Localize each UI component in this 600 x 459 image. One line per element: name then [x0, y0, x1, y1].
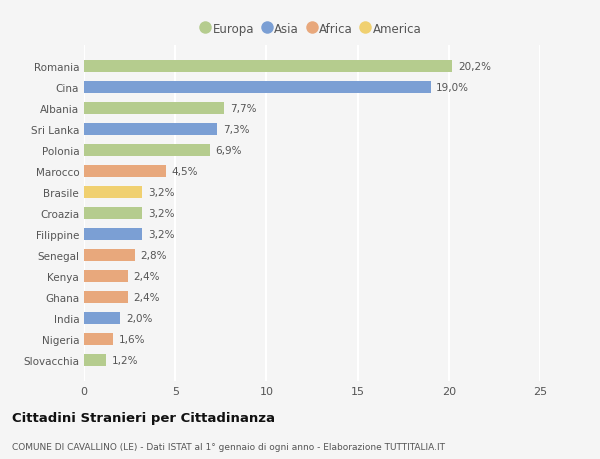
Bar — [84, 145, 210, 157]
Bar — [84, 207, 142, 219]
Bar — [84, 61, 452, 73]
Text: 3,2%: 3,2% — [148, 230, 175, 239]
Text: 7,7%: 7,7% — [230, 104, 256, 114]
Bar — [84, 354, 106, 366]
Text: 2,8%: 2,8% — [140, 250, 167, 260]
Text: 6,9%: 6,9% — [215, 146, 242, 156]
Text: 7,3%: 7,3% — [223, 125, 249, 134]
Bar — [84, 250, 135, 261]
Bar — [84, 103, 224, 114]
Bar — [84, 291, 128, 303]
Text: 2,4%: 2,4% — [133, 292, 160, 302]
Bar — [84, 82, 431, 94]
Bar — [84, 333, 113, 345]
Bar — [84, 166, 166, 177]
Legend: Europa, Asia, Africa, America: Europa, Asia, Africa, America — [197, 18, 427, 41]
Text: 3,2%: 3,2% — [148, 208, 175, 218]
Bar — [84, 270, 128, 282]
Text: Cittadini Stranieri per Cittadinanza: Cittadini Stranieri per Cittadinanza — [12, 412, 275, 425]
Bar — [84, 229, 142, 240]
Text: 1,2%: 1,2% — [112, 355, 138, 365]
Text: 20,2%: 20,2% — [458, 62, 491, 72]
Text: 2,4%: 2,4% — [133, 271, 160, 281]
Text: 3,2%: 3,2% — [148, 188, 175, 197]
Text: 2,0%: 2,0% — [126, 313, 152, 323]
Text: 4,5%: 4,5% — [172, 167, 198, 177]
Bar — [84, 124, 217, 135]
Text: 1,6%: 1,6% — [119, 334, 145, 344]
Bar — [84, 187, 142, 198]
Bar — [84, 313, 121, 324]
Text: COMUNE DI CAVALLINO (LE) - Dati ISTAT al 1° gennaio di ogni anno - Elaborazione : COMUNE DI CAVALLINO (LE) - Dati ISTAT al… — [12, 442, 445, 451]
Text: 19,0%: 19,0% — [436, 83, 469, 93]
